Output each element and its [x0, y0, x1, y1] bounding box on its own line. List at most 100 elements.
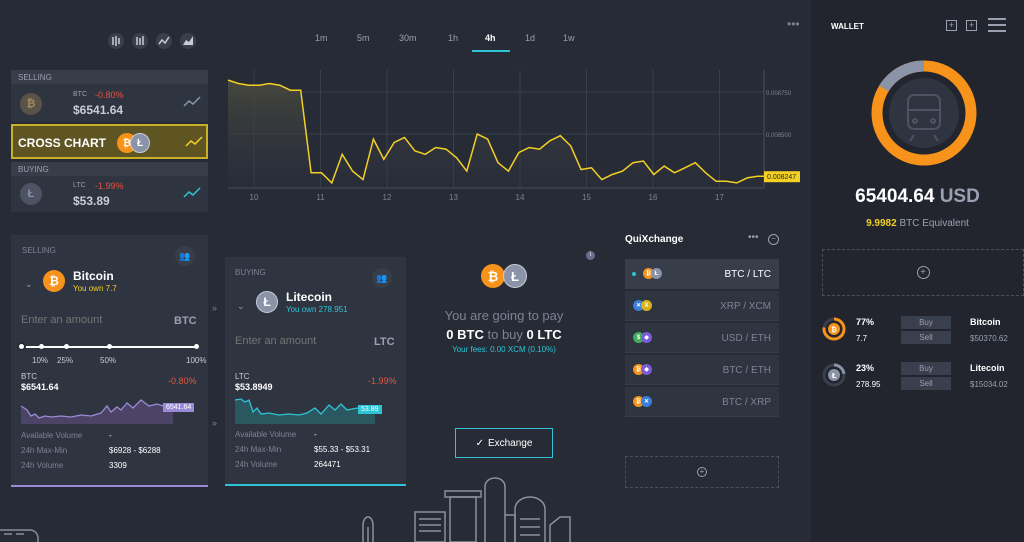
more-options-icon[interactable]: ••• — [748, 232, 759, 243]
sell-card: SELLING 👥 ⌄ ₿ Bitcoin You own 7.7 BTC 10… — [11, 235, 208, 487]
slider-stop[interactable] — [194, 344, 199, 349]
asset-qty: 278.95 — [856, 380, 881, 389]
stat-value: 3309 — [109, 461, 127, 470]
slider-stop[interactable] — [64, 344, 69, 349]
candlestick-icon[interactable] — [108, 33, 198, 49]
active-tab-indicator — [472, 50, 510, 52]
x-tick-label: 15 — [582, 193, 591, 202]
x-tick-label: 14 — [516, 193, 525, 202]
y-tick-label: 0.008500 — [766, 133, 792, 139]
exchange-button[interactable]: ✓ Exchange — [455, 428, 553, 458]
buying-symbol: LTC — [73, 182, 86, 189]
buying-header: BUYING — [11, 162, 208, 176]
asset-value: $50370.62 — [970, 334, 1008, 343]
sell-own: You own 7.7 — [73, 284, 117, 293]
factory-illustration — [362, 477, 571, 542]
current-price-label: 0.008247 — [767, 174, 796, 181]
total-amount: 65404.64 — [855, 186, 935, 207]
info-icon[interactable]: i — [586, 251, 595, 260]
buy-amount-input[interactable] — [235, 333, 370, 349]
slider-stop[interactable] — [107, 344, 112, 349]
litecoin-icon: Ł — [130, 133, 150, 153]
add-wallet-button[interactable]: + — [822, 249, 1024, 296]
stat-label: Available Volume — [235, 430, 297, 439]
sell-button[interactable]: Sell — [901, 377, 951, 390]
tab-1d[interactable]: 1d — [525, 33, 536, 43]
pay-amount-from: 0 BTC — [446, 327, 484, 342]
eth-icon: ◆ — [641, 332, 652, 343]
users-icon[interactable]: 👥 — [372, 268, 392, 288]
buy-button[interactable]: Buy — [901, 316, 951, 329]
bitcoin-icon: ₿ — [633, 364, 644, 375]
wallet-total: 65404.64 USD — [811, 186, 1024, 208]
stat-label: 24h Max-Min — [235, 445, 282, 454]
sidebar-selling-card[interactable]: SELLING ₿ BTC -0.80% $6541.64 — [11, 70, 208, 122]
tab-4h[interactable]: 4h — [485, 33, 496, 43]
more-options-icon[interactable]: ••• — [787, 17, 800, 31]
buy-button[interactable]: Buy — [901, 362, 951, 375]
buy-unit: LTC — [374, 336, 395, 348]
add-icon[interactable]: + — [966, 20, 977, 31]
svg-text:₿: ₿ — [831, 326, 837, 334]
stat-label: 24h Volume — [235, 460, 278, 469]
pair-row[interactable]: ✕ X XRP / XCM — [625, 291, 779, 321]
slider-label: 10% — [32, 356, 49, 365]
slider-handle[interactable] — [17, 342, 26, 351]
pair-label: USD / ETH — [721, 333, 771, 344]
pay-amount-to: 0 LTC — [526, 327, 562, 342]
asset-pct: 23% — [856, 363, 875, 373]
tab-1w[interactable]: 1w — [563, 33, 575, 43]
slider-label: 100% — [186, 356, 207, 365]
pair-row[interactable]: ₿ ✕ BTC / XRP — [625, 387, 779, 417]
sell-button[interactable]: Sell — [901, 331, 951, 344]
sell-change: -0.80% — [168, 376, 197, 386]
sidebar-buying-card[interactable]: BUYING Ł LTC -1.99% $53.89 — [11, 162, 208, 212]
btc-equivalent: 9.9982 BTC Equivalent — [811, 218, 1024, 229]
x-tick-label: 11 — [316, 193, 325, 202]
fees-line: Your fees: 0.00 XCM (0.10%) — [452, 345, 556, 354]
buying-change: -1.99% — [95, 181, 124, 191]
pair-row[interactable]: ₿ ◆ BTC / ETH — [625, 355, 779, 385]
sell-unit: BTC — [174, 315, 197, 327]
buy-own: You own 278.951 — [286, 305, 348, 314]
pair-label: XRP / XCM — [720, 301, 771, 312]
tab-1h[interactable]: 1h — [448, 33, 459, 43]
add-pair-button[interactable]: + — [625, 456, 779, 488]
xrp-icon: ✕ — [641, 396, 652, 407]
add-icon[interactable]: + — [946, 20, 957, 31]
buy-card-header: BUYING — [235, 268, 266, 277]
menu-icon[interactable] — [988, 18, 1006, 33]
y-tick-label: 0.008750 — [766, 91, 792, 97]
buy-coin-name: Litecoin — [286, 290, 333, 304]
train-icon — [907, 94, 941, 142]
slider-stop[interactable] — [39, 344, 44, 349]
pay-line: You are going to pay — [444, 308, 564, 323]
pay-amounts: 0 BTC to buy 0 LTC — [406, 327, 602, 342]
btc-equiv-label: BTC Equivalent — [899, 218, 969, 229]
tab-5m[interactable]: 5m — [357, 33, 370, 43]
tab-1m[interactable]: 1m — [315, 33, 328, 43]
sell-coin-name: Bitcoin — [73, 269, 114, 283]
buy-symbol: LTC — [235, 372, 250, 381]
stat-label: Available Volume — [21, 431, 83, 440]
buy-card: BUYING 👥 ⌄ Ł Litecoin You own 278.951 LT… — [225, 257, 406, 486]
bitcoin-icon: ₿ — [20, 93, 42, 115]
users-icon[interactable]: 👥 — [175, 246, 195, 266]
bitcoin-icon: ₿ — [643, 268, 654, 279]
pair-row[interactable]: ₿ Ł BTC / LTC — [625, 259, 779, 289]
arrow-right-icon: » — [212, 418, 218, 428]
eth-icon: ◆ — [641, 364, 652, 375]
trend-up-icon — [183, 187, 201, 198]
litecoin-icon: Ł — [503, 264, 527, 288]
collapse-icon[interactable]: − — [768, 234, 779, 245]
chevron-down-icon[interactable]: ⌄ — [237, 301, 245, 311]
current-price-tag — [764, 171, 800, 183]
sell-amount-input[interactable] — [21, 312, 171, 328]
tab-30m[interactable]: 30m — [399, 33, 417, 43]
bitcoin-icon: ₿ — [43, 270, 65, 292]
pair-row[interactable]: $ ◆ USD / ETH — [625, 323, 779, 353]
chevron-down-icon[interactable]: ⌄ — [25, 279, 33, 289]
exchange-button-label: Exchange — [487, 437, 533, 449]
cross-chart-button[interactable]: CROSS CHART ₿ Ł — [11, 124, 208, 159]
selling-symbol: BTC — [73, 91, 87, 98]
